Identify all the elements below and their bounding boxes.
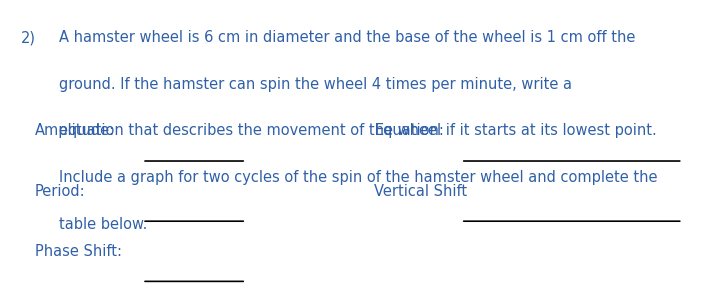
Text: Include a graph for two cycles of the spin of the hamster wheel and complete the: Include a graph for two cycles of the sp… — [59, 170, 658, 185]
Text: Vertical Shift: Vertical Shift — [374, 184, 467, 199]
Text: A hamster wheel is 6 cm in diameter and the base of the wheel is 1 cm off the: A hamster wheel is 6 cm in diameter and … — [59, 30, 636, 45]
Text: table below.: table below. — [59, 217, 147, 232]
Text: equation that describes the movement of the wheel if it starts at its lowest poi: equation that describes the movement of … — [59, 123, 657, 138]
Text: Equation:: Equation: — [374, 123, 444, 138]
Text: Period:: Period: — [35, 184, 86, 199]
Text: ground. If the hamster can spin the wheel 4 times per minute, write a: ground. If the hamster can spin the whee… — [59, 77, 577, 92]
Text: Phase Shift:: Phase Shift: — [35, 244, 122, 259]
Text: Amplitude:: Amplitude: — [35, 123, 115, 138]
Text: 2): 2) — [21, 30, 36, 45]
